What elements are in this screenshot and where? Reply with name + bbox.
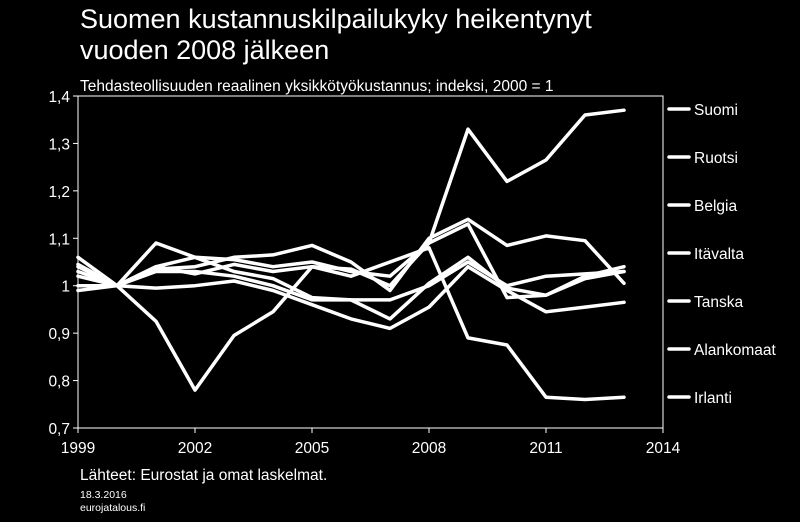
chart-title-line-1: Suomen kustannuskilpailukyky heikentynyt	[80, 4, 592, 34]
legend-label-it-valta: Itävalta	[694, 246, 744, 263]
chart-subtitle: Tehdasteollisuuden reaalinen yksikkötyök…	[80, 78, 554, 95]
publication-date: 18.3.2016	[80, 489, 127, 501]
series-line-alankomaat	[76, 255, 626, 321]
y-tick-label: 1,4	[48, 89, 70, 106]
legend-label-belgia: Belgia	[694, 198, 737, 215]
website-label: eurojatalous.fi	[80, 502, 146, 514]
legend-label-irlanti: Irlanti	[694, 390, 732, 407]
x-tick-label: 1999	[61, 440, 95, 457]
plot-frame	[77, 95, 664, 429]
y-tick-label: 0,9	[48, 326, 70, 343]
series-line-tanska	[76, 264, 626, 331]
x-tick-label: 2005	[295, 440, 329, 457]
legend-label-ruotsi: Ruotsi	[694, 150, 738, 167]
chart-title: Suomen kustannuskilpailukyky heikentynyt…	[80, 4, 592, 66]
y-tick-label: 1	[61, 279, 70, 296]
y-tick-label: 1,1	[48, 231, 70, 248]
x-tick-label: 2008	[412, 440, 446, 457]
legend-label-tanska: Tanska	[694, 294, 743, 311]
series-line-suomi	[76, 108, 626, 392]
legend-label-suomi: Suomi	[694, 102, 738, 119]
chart-title-line-2: vuoden 2008 jälkeen	[80, 35, 330, 65]
x-tick-label: 2011	[529, 440, 562, 457]
series-line-irlanti	[76, 246, 626, 402]
y-tick-label: 1,3	[48, 136, 70, 153]
x-tick-label: 2014	[646, 440, 681, 457]
source-note: Lähteet: Eurostat ja omat laskelmat.	[80, 467, 328, 484]
y-tick-label: 1,2	[48, 184, 70, 201]
series-line-belgia	[76, 222, 626, 300]
y-tick-label: 0,7	[48, 421, 70, 438]
y-tick-label: 0,8	[48, 374, 70, 391]
x-tick-label: 2002	[178, 440, 212, 457]
series-line-ruotsi	[76, 217, 626, 293]
legend-label-alankomaat: Alankomaat	[694, 342, 777, 359]
